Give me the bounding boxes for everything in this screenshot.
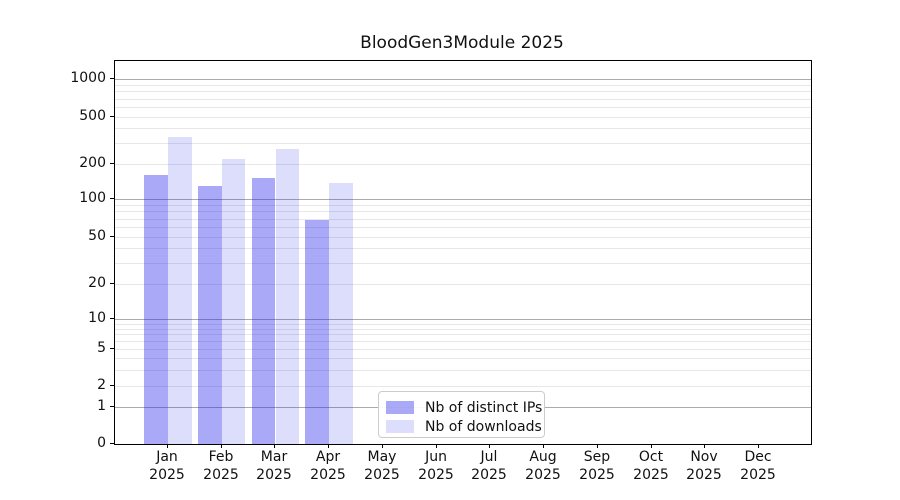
bar-downloads-jan [168, 136, 192, 444]
gridline-y-6 [115, 341, 811, 342]
legend-label-distinct-ips: Nb of distinct IPs [425, 399, 543, 416]
x-tick-label-apr: Apr 2025 [310, 449, 346, 483]
gridline-y-200 [115, 164, 811, 165]
y-tick-label-50: 50 [88, 228, 106, 244]
legend-swatch-distinct-ips [386, 401, 414, 414]
x-tick-mark-jul [489, 444, 490, 448]
x-tick-mark-jan [167, 444, 168, 448]
x-tick-mark-apr [328, 444, 329, 448]
x-tick-label-dec: Dec 2025 [740, 449, 776, 483]
y-tick-label-20: 20 [88, 275, 106, 291]
legend-swatch-downloads [386, 420, 414, 433]
x-tick-mark-nov [704, 444, 705, 448]
gridline-y-90 [115, 205, 811, 206]
x-tick-label-may: May 2025 [364, 449, 400, 483]
x-tick-label-jun: Jun 2025 [418, 449, 454, 483]
y-tick-mark-50 [110, 236, 114, 237]
y-tick-mark-0 [110, 443, 114, 444]
y-tick-label-0: 0 [97, 435, 106, 451]
gridline-y-4 [115, 358, 811, 359]
legend-item-downloads: Nb of downloads [386, 417, 542, 436]
bar-downloads-feb [221, 159, 246, 444]
y-tick-mark-1 [110, 406, 114, 407]
x-tick-mark-may [382, 444, 383, 448]
x-tick-label-nov: Nov 2025 [686, 449, 722, 483]
gridline-y-7 [115, 334, 811, 335]
gridline-y-50 [115, 237, 811, 238]
x-tick-label-aug: Aug 2025 [525, 449, 561, 483]
gridline-y-10 [115, 319, 811, 320]
y-tick-mark-2 [110, 385, 114, 386]
chart-title: BloodGen3Module 2025 [360, 33, 564, 53]
y-tick-label-500: 500 [79, 108, 106, 124]
x-tick-label-sep: Sep 2025 [579, 449, 615, 483]
y-tick-mark-10 [110, 318, 114, 319]
y-tick-label-2: 2 [97, 377, 106, 393]
bar-distinct-ips-feb [197, 186, 222, 444]
x-tick-label-oct: Oct 2025 [633, 449, 669, 483]
gridline-y-2 [115, 386, 811, 387]
gridline-y-8 [115, 329, 811, 330]
gridline-y-700 [115, 99, 811, 100]
gridline-y-20 [115, 284, 811, 285]
legend: Nb of distinct IPs Nb of downloads [378, 391, 545, 438]
y-tick-label-1000: 1000 [70, 70, 106, 86]
x-tick-mark-aug [543, 444, 544, 448]
y-tick-mark-200 [110, 163, 114, 164]
bar-distinct-ips-mar [251, 177, 276, 444]
gridline-y-60 [115, 227, 811, 228]
bar-distinct-ips-jan [144, 174, 168, 444]
x-tick-mark-oct [651, 444, 652, 448]
gridline-y-400 [115, 128, 811, 129]
y-tick-mark-20 [110, 283, 114, 284]
gridline-y-800 [115, 91, 811, 92]
y-tick-label-200: 200 [79, 155, 106, 171]
gridline-y-600 [115, 107, 811, 108]
y-tick-mark-5 [110, 348, 114, 349]
y-tick-mark-100 [110, 198, 114, 199]
y-tick-label-5: 5 [97, 340, 106, 356]
plot-area [114, 60, 812, 445]
gridline-y-500 [115, 117, 811, 118]
y-tick-label-1: 1 [97, 398, 106, 414]
x-tick-label-mar: Mar 2025 [256, 449, 292, 483]
gridline-y-70 [115, 219, 811, 220]
gridline-y-5 [115, 349, 811, 350]
x-tick-mark-dec [758, 444, 759, 448]
y-tick-mark-1000 [110, 78, 114, 79]
gridline-y-3 [115, 370, 811, 371]
y-tick-label-10: 10 [88, 310, 106, 326]
gridline-y-30 [115, 263, 811, 264]
legend-label-downloads: Nb of downloads [425, 418, 542, 435]
gridline-y-300 [115, 143, 811, 144]
x-tick-mark-sep [597, 444, 598, 448]
x-tick-mark-mar [274, 444, 275, 448]
gridline-y-100 [115, 199, 811, 200]
gridline-y-40 [115, 248, 811, 249]
legend-item-distinct-ips: Nb of distinct IPs [386, 398, 542, 417]
x-tick-label-jan: Jan 2025 [149, 449, 185, 483]
y-tick-mark-500 [110, 116, 114, 117]
x-tick-mark-jun [436, 444, 437, 448]
bar-downloads-mar [275, 149, 300, 444]
bar-distinct-ips-apr [305, 220, 330, 444]
gridline-y-900 [115, 85, 811, 86]
gridline-y-1000 [115, 79, 811, 80]
x-tick-label-jul: Jul 2025 [471, 449, 507, 483]
gridline-y-80 [115, 211, 811, 212]
gridline-y-9 [115, 324, 811, 325]
x-tick-label-feb: Feb 2025 [203, 449, 239, 483]
bar-downloads-apr [329, 183, 353, 444]
y-tick-label-100: 100 [79, 190, 106, 206]
x-tick-mark-feb [221, 444, 222, 448]
